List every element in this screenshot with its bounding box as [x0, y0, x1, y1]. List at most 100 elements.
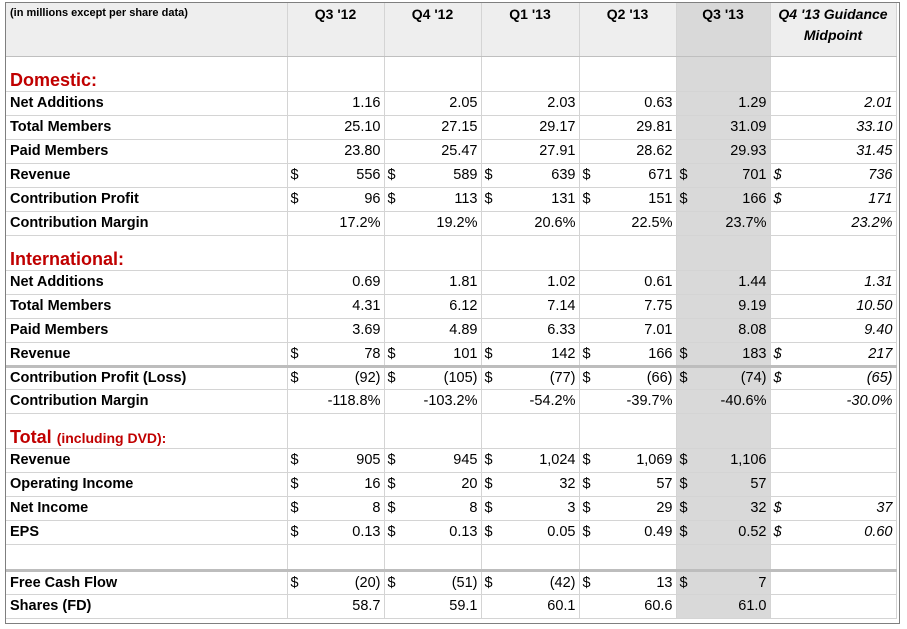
currency-symbol: $ — [579, 163, 601, 188]
currency-symbol: $ — [579, 472, 601, 497]
value-cell: 27.91 — [481, 139, 580, 164]
value-cell: 9.19 — [676, 294, 771, 319]
value-cell: 142 — [503, 342, 580, 367]
value-cell: 31.09 — [676, 115, 771, 140]
empty-cell — [481, 413, 580, 449]
currency-symbol: $ — [384, 520, 406, 545]
value-cell: 0.52 — [698, 520, 771, 545]
empty-cell — [770, 235, 897, 271]
empty-cell — [384, 413, 482, 449]
empty-cell — [481, 235, 580, 271]
value-cell: 131 — [503, 187, 580, 212]
empty-cell — [6, 544, 288, 571]
empty-cell — [676, 235, 771, 271]
currency-symbol: $ — [579, 496, 601, 521]
empty-cell — [676, 56, 771, 92]
value-cell: 17.2% — [287, 211, 385, 236]
value-cell: (77) — [503, 364, 580, 390]
table-row: Contribution Margin 17.2% 19.2% 20.6% 22.5% 2… — [6, 211, 897, 236]
currency-symbol: $ — [287, 342, 309, 367]
value-cell: 0.61 — [579, 270, 677, 295]
currency-symbol: $ — [481, 472, 503, 497]
table-row: Paid Members 23.80 25.47 27.91 28.62 29.93 31.… — [6, 139, 897, 164]
value-cell: 1.02 — [481, 270, 580, 295]
row-label: Contribution Margin — [6, 211, 288, 236]
currency-symbol: $ — [676, 472, 698, 497]
value-cell: 58.7 — [287, 594, 385, 619]
table-row: Revenue $556 $589 $639 $671 $701 $736 — [6, 163, 897, 188]
currency-symbol: $ — [287, 448, 309, 473]
row-label: Revenue — [6, 448, 288, 473]
table-row: Contribution Margin -118.8% -103.2% -54.2% -… — [6, 389, 897, 414]
row-label: EPS — [6, 520, 288, 545]
value-cell: 589 — [406, 163, 482, 188]
currency-symbol: $ — [384, 364, 406, 390]
empty-cell — [481, 544, 580, 571]
table-row: Revenue $905 $945 $1,024 $1,069 $1,106 — [6, 448, 897, 473]
currency-symbol: $ — [770, 364, 792, 390]
row-label: Contribution Margin — [6, 389, 288, 414]
table-row: Contribution Profit $96 $113 $131 $151 $166 $1… — [6, 187, 897, 212]
financial-summary-table: (in millions except per share data) Q3 '… — [6, 3, 897, 619]
section-total-title: Total — [10, 426, 52, 447]
row-label: Net Additions — [6, 91, 288, 116]
value-cell: 3.69 — [287, 318, 385, 343]
row-label: Total Members — [6, 294, 288, 319]
value-cell: 0.05 — [503, 520, 580, 545]
value-cell — [770, 448, 897, 473]
col-header-q2-13: Q2 '13 — [579, 3, 677, 57]
empty-cell — [287, 544, 385, 571]
row-label: Contribution Profit (Loss) — [6, 364, 288, 390]
empty-cell — [770, 56, 897, 92]
value-cell — [770, 568, 897, 595]
value-cell: 28.62 — [579, 139, 677, 164]
value-cell: 905 — [309, 448, 385, 473]
value-cell: 32 — [503, 472, 580, 497]
value-cell: 0.60 — [792, 520, 897, 545]
value-cell: 1.16 — [287, 91, 385, 116]
value-cell: 29.81 — [579, 115, 677, 140]
value-cell: 171 — [792, 187, 897, 212]
currency-symbol: $ — [676, 187, 698, 212]
value-cell: 0.13 — [406, 520, 482, 545]
value-cell: 4.31 — [287, 294, 385, 319]
currency-symbol: $ — [676, 163, 698, 188]
currency-symbol: $ — [676, 496, 698, 521]
value-cell: (42) — [503, 568, 580, 595]
value-cell: 1.44 — [676, 270, 771, 295]
section-total-subtitle: (including DVD): — [56, 429, 167, 446]
currency-symbol: $ — [384, 448, 406, 473]
value-cell — [770, 472, 897, 497]
value-cell: 32 — [698, 496, 771, 521]
table-row: Total Members 25.10 27.15 29.17 29.81 31.09 33… — [6, 115, 897, 140]
section-domestic-label: Domestic: — [6, 56, 288, 92]
value-cell: 29 — [601, 496, 677, 521]
empty-cell — [287, 235, 385, 271]
empty-cell — [770, 413, 897, 449]
table-row: Revenue $78 $101 $142 $166 $183 $217 — [6, 342, 897, 367]
empty-cell — [579, 56, 677, 92]
value-cell: 671 — [601, 163, 677, 188]
table-frame — [5, 2, 900, 624]
section-international-title: International: — [10, 248, 125, 269]
value-cell: 19.2% — [384, 211, 482, 236]
value-cell: 1,024 — [503, 448, 580, 473]
value-cell: 3 — [503, 496, 580, 521]
value-cell: 29.93 — [676, 139, 771, 164]
currency-symbol: $ — [579, 520, 601, 545]
currency-symbol: $ — [481, 448, 503, 473]
value-cell: 23.2% — [770, 211, 897, 236]
currency-symbol: $ — [579, 187, 601, 212]
section-total-label: Total (including DVD): — [6, 413, 288, 449]
value-cell: 2.03 — [481, 91, 580, 116]
value-cell: 60.6 — [579, 594, 677, 619]
value-cell: 1,106 — [698, 448, 771, 473]
row-label: Revenue — [6, 342, 288, 367]
row-label: Contribution Profit — [6, 187, 288, 212]
value-cell: 217 — [792, 342, 897, 367]
table-row: Net Additions 1.16 2.05 2.03 0.63 1.29 2.01 — [6, 91, 897, 116]
row-label: Total Members — [6, 115, 288, 140]
currency-symbol: $ — [676, 342, 698, 367]
section-row: International: — [6, 235, 897, 271]
value-cell: 2.05 — [384, 91, 482, 116]
